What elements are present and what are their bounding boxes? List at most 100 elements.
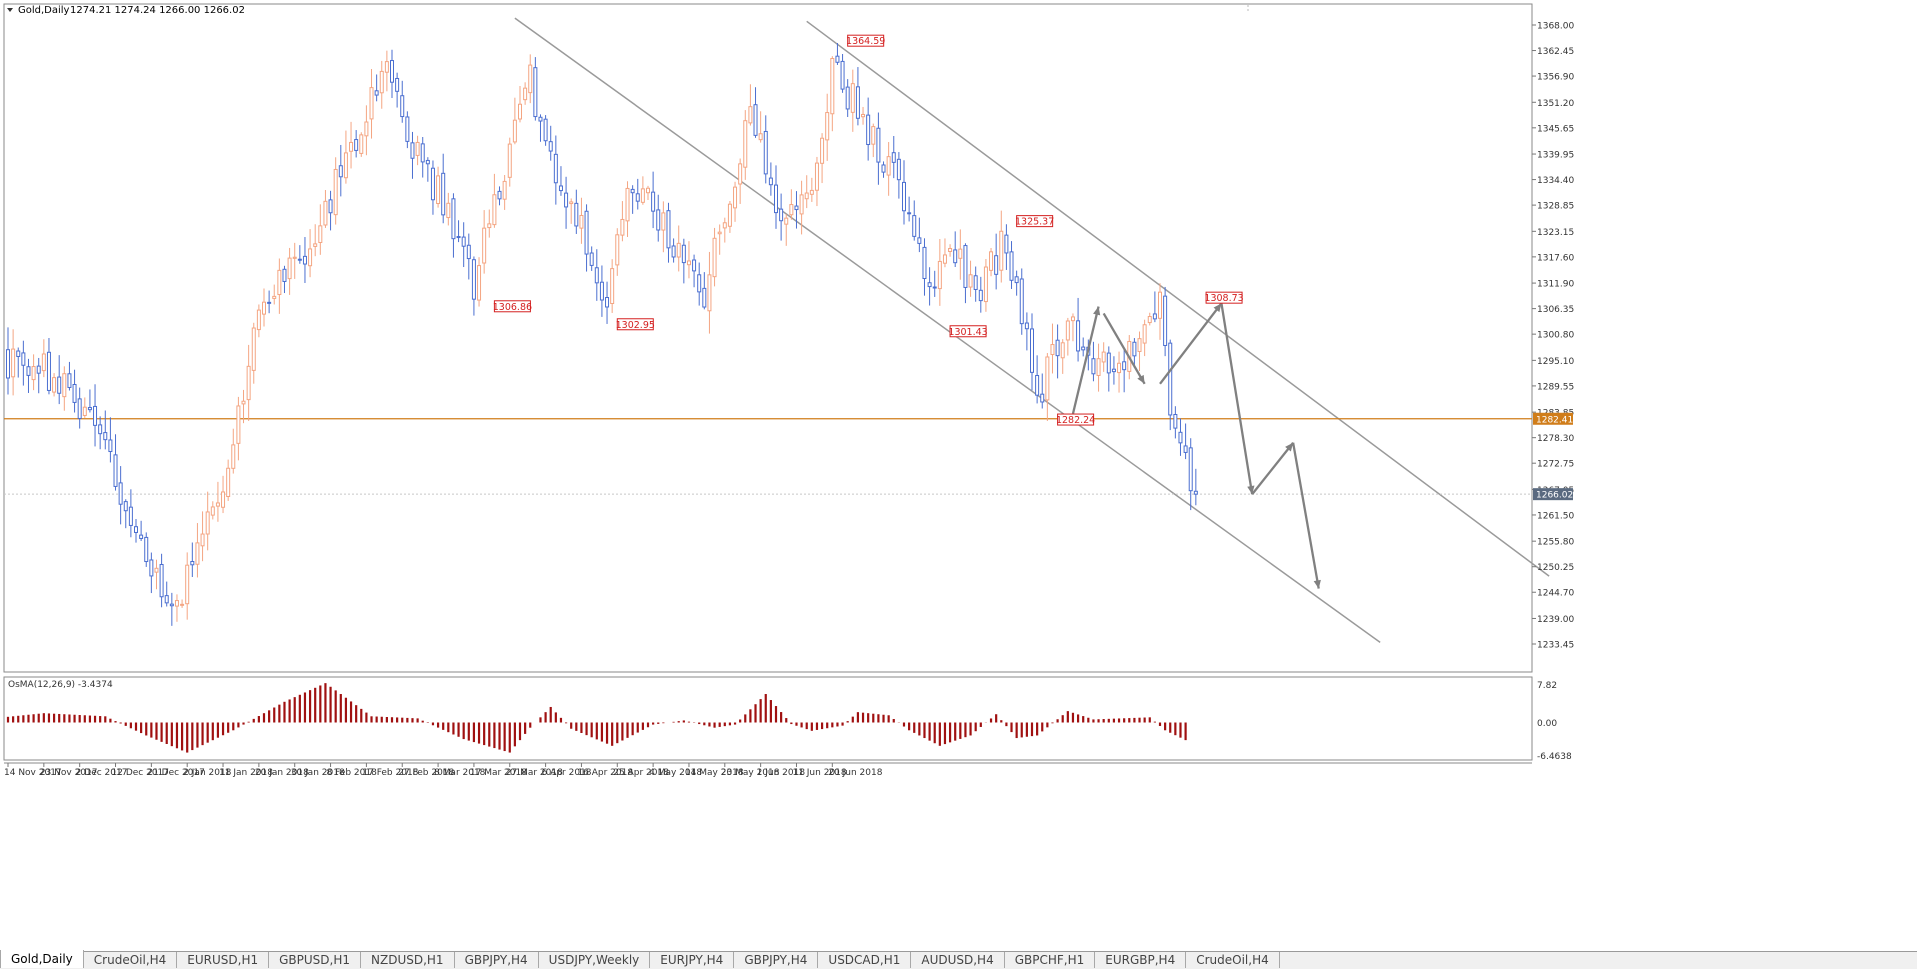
price-marker-label: 1282.24	[1056, 415, 1095, 426]
price-axis-label: 1233.45	[1537, 641, 1574, 651]
chart-tab[interactable]: USDCAD,H1	[818, 952, 912, 968]
candle-bearish	[1188, 447, 1193, 492]
candle-bullish	[999, 230, 1004, 271]
chart-tab[interactable]: GBPJPY,H4	[734, 952, 819, 968]
candle-bullish	[1137, 338, 1142, 352]
candle-bearish	[763, 130, 768, 175]
channel-line	[806, 20, 1550, 577]
candle-bullish	[528, 64, 533, 94]
chart-tab[interactable]: EURJPY,H4	[650, 952, 735, 968]
candle-bullish	[262, 301, 266, 315]
candle-bullish	[676, 242, 681, 258]
candle-bullish	[180, 603, 185, 606]
candle-bearish	[420, 143, 425, 163]
candle-bearish	[605, 297, 610, 308]
oscillator-label: OsMA(12,26,9) -3.4374	[8, 680, 113, 690]
projection-arrow	[1159, 302, 1223, 385]
price-marker-label: 1306.86	[493, 302, 532, 313]
candle-bearish	[932, 286, 937, 289]
candle-bullish	[1117, 362, 1122, 374]
candle-bearish	[87, 407, 92, 411]
chart-tab[interactable]: GBPUSD,H1	[269, 952, 362, 968]
candle-bullish	[727, 203, 732, 227]
candle-bullish	[502, 180, 507, 200]
support-line[interactable]	[4, 418, 1532, 495]
date-label: 17 Mar 2018	[470, 768, 527, 778]
candle-bullish	[620, 218, 625, 236]
candle-bearish	[681, 244, 686, 264]
candle-bullish	[174, 600, 179, 607]
candle-bearish	[855, 86, 860, 119]
candle-bullish	[1142, 324, 1147, 344]
candle-bullish	[989, 251, 994, 271]
oscillator-pane-border	[3, 676, 1533, 761]
price-axis-label: 1295.10	[1537, 357, 1574, 367]
candle-bullish	[205, 511, 210, 535]
candle-bullish	[758, 133, 763, 141]
candle-bearish	[548, 141, 553, 152]
candle-bullish	[789, 204, 794, 216]
chart-tab[interactable]: AUDUSD,H4	[911, 952, 1005, 968]
candle-bearish	[98, 424, 103, 435]
candle-bearish	[1030, 328, 1034, 373]
chart-tab[interactable]: Gold,Daily	[0, 950, 84, 968]
chart-tab[interactable]: EURGBP,H4	[1095, 952, 1187, 968]
candle-bullish	[804, 192, 809, 200]
candle-bearish	[876, 127, 881, 163]
candle-bullish	[707, 274, 712, 312]
candle-bearish	[866, 114, 871, 146]
candle-bullish	[937, 260, 942, 290]
candle-bearish	[451, 198, 456, 240]
candle-bullish	[384, 61, 389, 73]
chart-tab[interactable]: GBPCHF,H1	[1005, 952, 1096, 968]
candle-bullish	[256, 309, 261, 331]
projection-arrows[interactable]	[1071, 302, 1321, 589]
candle-bullish	[287, 257, 292, 280]
arrow-head-icon	[1137, 374, 1145, 384]
candle-bullish	[733, 186, 738, 209]
chart-tab[interactable]: NZDUSD,H1	[361, 952, 455, 968]
candle-bullish	[1045, 356, 1050, 401]
date-label: 11 Jan 2018	[219, 768, 273, 778]
candle-bearish	[118, 482, 123, 505]
candle-bearish	[635, 193, 640, 202]
chart-tab[interactable]: CrudeOil,H4	[84, 952, 178, 968]
candle-bearish	[1004, 234, 1009, 254]
chart-tab[interactable]: USDJPY,Weekly	[539, 952, 651, 968]
candle-bullish	[610, 268, 615, 304]
candle-bearish	[1081, 346, 1086, 351]
candle-bullish	[1147, 316, 1152, 324]
candle-bearish	[1168, 342, 1173, 416]
current-price-tag	[1533, 488, 1573, 501]
collapse-triangle-icon[interactable]	[7, 8, 13, 12]
candle-bullish	[958, 248, 963, 259]
candle-bullish	[52, 377, 57, 393]
candle-bearish	[1091, 358, 1096, 375]
date-label: 30 Jan 2018	[291, 768, 345, 778]
candle-bullish	[640, 188, 645, 203]
candle-bearish	[978, 289, 983, 302]
candle-bearish	[164, 595, 169, 604]
candle-bearish	[456, 236, 461, 239]
candle-bullish	[31, 366, 36, 381]
price-axis-label: 1317.60	[1537, 253, 1574, 263]
candle-bearish	[656, 209, 661, 231]
price-marker-box	[1016, 215, 1054, 228]
projection-arrow	[1220, 303, 1254, 495]
arrow-head-icon	[1213, 303, 1222, 313]
candle-bullish	[738, 163, 743, 185]
price-axis: 1368.00 1362.45 1356.90 1351.20 1345.65 1339.…	[1532, 22, 1574, 651]
candle-bullish	[646, 187, 650, 194]
candle-bullish	[743, 120, 748, 168]
chart-tab[interactable]: EURUSD,H1	[177, 952, 270, 968]
price-marker-box	[847, 34, 885, 47]
symbol-title: Gold,Daily	[18, 5, 70, 16]
candle-bullish	[215, 502, 220, 507]
chart-tab[interactable]: CrudeOil,H4	[1186, 952, 1280, 968]
channel-lines[interactable]	[514, 17, 1550, 643]
candle-bearish	[845, 86, 850, 110]
date-label: 11 Jun 2018	[792, 768, 846, 778]
candle-bearish	[1019, 278, 1024, 325]
chart-tab[interactable]: GBPJPY,H4	[455, 952, 539, 968]
